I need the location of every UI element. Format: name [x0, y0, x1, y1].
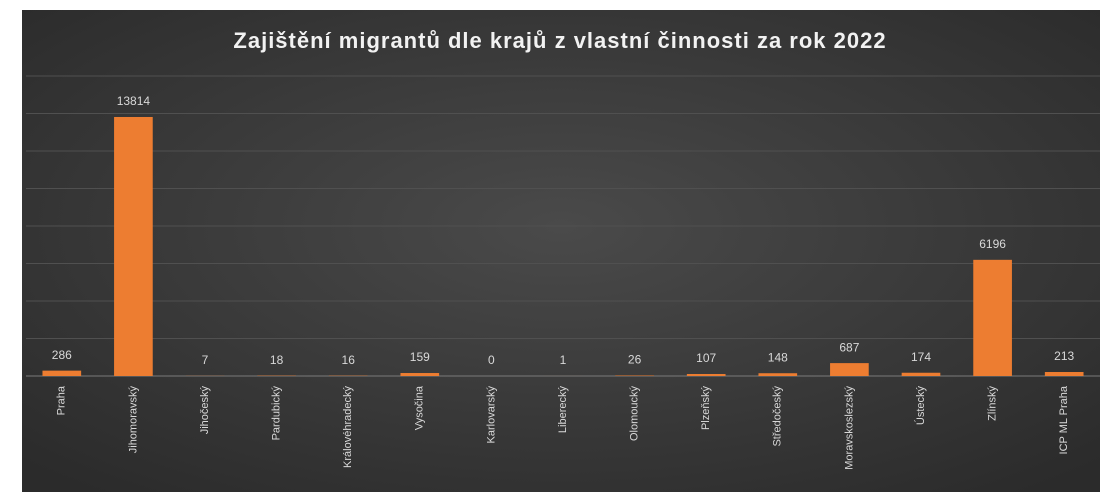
x-tick-label: Jihomoravský [127, 386, 139, 454]
bar [1044, 372, 1084, 376]
bar [973, 259, 1012, 376]
bar [400, 373, 440, 376]
value-label: 687 [839, 340, 859, 354]
value-label: 6196 [979, 237, 1006, 251]
x-tick-label: Královéhradecký [342, 386, 354, 468]
x-tick-label: Středočeský [772, 386, 784, 447]
value-label: 16 [342, 353, 356, 367]
x-tick-label: Praha [56, 385, 68, 415]
x-tick-label: Karlovarský [485, 386, 497, 444]
chart-background [22, 10, 1100, 492]
x-tick-label: ICP ML Praha [1058, 385, 1070, 454]
value-label: 26 [628, 353, 642, 367]
value-label: 213 [1054, 349, 1074, 363]
bar [42, 370, 82, 376]
x-tick-label: Pardubický [271, 386, 283, 441]
value-label: 286 [52, 348, 72, 362]
value-label: 174 [911, 350, 931, 364]
chart-title: Zajištění migrantů dle krajů z vlastní č… [233, 28, 886, 53]
value-label: 18 [270, 353, 284, 367]
bar [686, 373, 726, 376]
x-tick-label: Liberecký [557, 386, 569, 434]
x-tick-label: Ústecký [914, 386, 927, 426]
x-tick-label: Moravskoslezský [843, 386, 855, 470]
x-tick-label: Plzeňský [700, 386, 712, 431]
x-tick-label: Olomoucký [629, 386, 641, 442]
x-tick-label: Zlínský [987, 386, 999, 421]
x-tick-label: Jihočeský [199, 386, 211, 435]
bar [758, 373, 798, 376]
value-label: 1 [560, 353, 567, 367]
bar [901, 372, 941, 376]
value-label: 0 [488, 353, 495, 367]
value-label: 13814 [117, 94, 151, 108]
value-label: 107 [696, 351, 716, 365]
x-tick-label: Vysočina [414, 385, 426, 430]
bar [830, 363, 869, 376]
value-label: 148 [768, 350, 788, 364]
value-label: 159 [410, 350, 430, 364]
value-label: 7 [202, 353, 209, 367]
bar [114, 116, 153, 377]
